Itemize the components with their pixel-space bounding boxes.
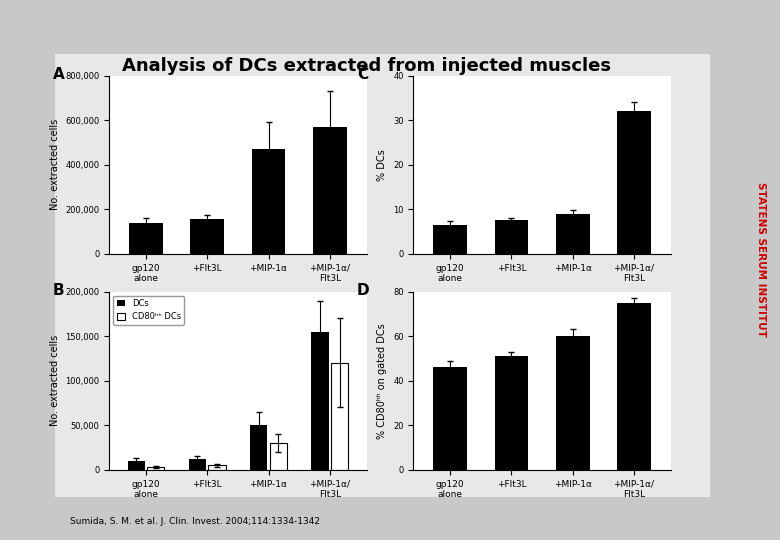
Bar bbox=[128, 461, 145, 470]
Legend: DCs, CD80ʰʰ DCs: DCs, CD80ʰʰ DCs bbox=[113, 296, 184, 325]
Bar bbox=[311, 332, 328, 470]
Y-axis label: No. extracted cells: No. extracted cells bbox=[50, 335, 60, 426]
Bar bbox=[331, 363, 348, 470]
Bar bbox=[129, 222, 163, 254]
Text: Sumida, S. M. et al. J. Clin. Invest. 2004;114:1334-1342: Sumida, S. M. et al. J. Clin. Invest. 20… bbox=[70, 517, 321, 526]
Bar bbox=[190, 219, 224, 254]
Bar bbox=[434, 367, 467, 470]
Y-axis label: % CD80ʰʰ on gated DCs: % CD80ʰʰ on gated DCs bbox=[378, 323, 388, 438]
Bar bbox=[556, 336, 590, 470]
Text: D: D bbox=[356, 283, 370, 298]
Bar bbox=[147, 467, 165, 470]
Y-axis label: No. extracted cells: No. extracted cells bbox=[50, 119, 60, 210]
Bar bbox=[434, 225, 467, 254]
Y-axis label: % DCs: % DCs bbox=[378, 149, 388, 180]
Text: B: B bbox=[52, 283, 64, 298]
Bar bbox=[617, 303, 651, 470]
Bar bbox=[313, 127, 346, 254]
Bar bbox=[556, 214, 590, 254]
Bar bbox=[617, 111, 651, 254]
Bar bbox=[189, 459, 206, 470]
Text: Analysis of DCs extracted from injected muscles: Analysis of DCs extracted from injected … bbox=[122, 57, 611, 75]
Bar bbox=[495, 356, 528, 470]
Text: C: C bbox=[356, 66, 368, 82]
Text: A: A bbox=[52, 66, 64, 82]
Text: STATENS SERUM INSTITUT: STATENS SERUM INSTITUT bbox=[756, 182, 765, 336]
Bar bbox=[252, 149, 285, 254]
Bar bbox=[208, 465, 225, 470]
Bar bbox=[250, 426, 268, 470]
Bar bbox=[495, 220, 528, 254]
Bar bbox=[270, 443, 287, 470]
